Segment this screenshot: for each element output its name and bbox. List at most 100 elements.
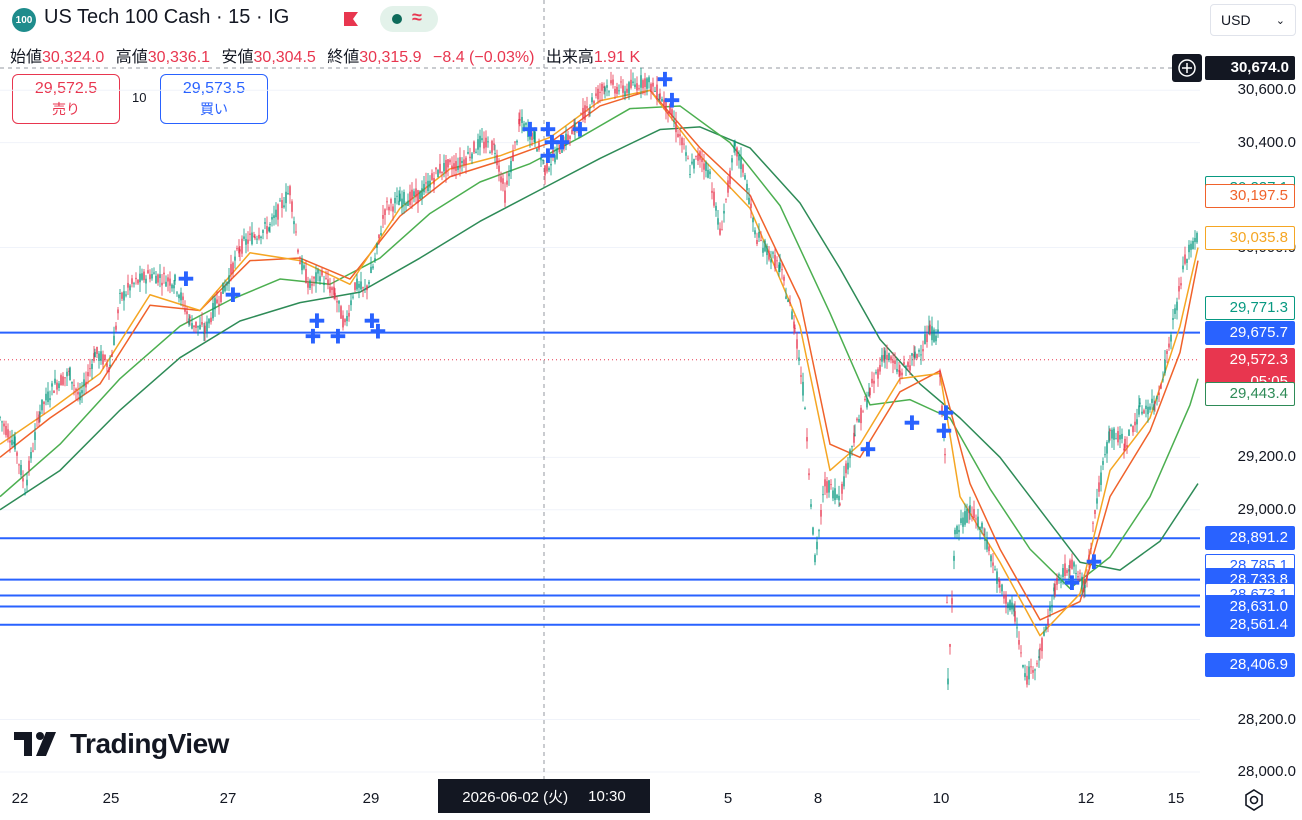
- candle-body: [1081, 576, 1083, 590]
- candle-body: [214, 298, 216, 310]
- candle-body: [675, 121, 677, 133]
- market-status-pill[interactable]: [380, 6, 438, 32]
- candle-body: [754, 230, 756, 235]
- candle-body: [129, 285, 131, 291]
- candle-body: [1064, 563, 1066, 577]
- candle-body: [268, 227, 270, 232]
- candle-body: [685, 152, 687, 156]
- candle-body: [483, 141, 485, 149]
- trade-marker-plus-icon: ✚: [1064, 571, 1081, 595]
- candle-body: [218, 303, 220, 306]
- candle-body: [399, 193, 401, 201]
- candle-body: [34, 432, 36, 440]
- candle-body: [487, 141, 489, 143]
- candle-body: [673, 120, 675, 122]
- tradingview-logo[interactable]: TradingView: [14, 728, 229, 760]
- candle-body: [504, 190, 506, 203]
- buy-button[interactable]: 29,573.5 買い: [160, 74, 268, 124]
- candle-body: [498, 165, 500, 172]
- candle-body: [155, 275, 157, 284]
- low-label: 安値: [221, 49, 254, 66]
- candle-body: [778, 264, 780, 273]
- candle-body: [939, 370, 941, 378]
- candle-body: [307, 282, 309, 288]
- tradingview-logo-icon: [14, 732, 56, 756]
- price-tag: 30,035.8: [1205, 226, 1295, 251]
- candle-body: [667, 111, 669, 115]
- candle-body: [197, 325, 199, 328]
- candle-body: [230, 264, 232, 275]
- candle-body: [273, 215, 275, 219]
- trade-marker-plus-icon: ✚: [938, 401, 955, 425]
- candle-body: [232, 262, 234, 274]
- candle-body: [382, 214, 384, 219]
- candle-body: [883, 354, 885, 361]
- candle-body: [922, 349, 924, 352]
- candle-body: [161, 282, 163, 286]
- candle-body: [201, 322, 203, 325]
- candle-body: [1128, 429, 1130, 436]
- candle-body: [849, 449, 851, 459]
- candle-body: [533, 129, 535, 140]
- candle-body: [508, 173, 510, 177]
- candle-body: [352, 296, 354, 298]
- symbol-title[interactable]: US Tech 100 Cash · 15 · IG: [44, 6, 290, 28]
- trade-marker-plus-icon: ✚: [904, 411, 921, 435]
- candle-body: [573, 125, 575, 128]
- candle-body: [51, 383, 53, 387]
- candle-body: [793, 321, 795, 329]
- volume-label: 出来高: [545, 49, 594, 66]
- candle-body: [856, 418, 858, 421]
- candle-body: [1160, 384, 1162, 389]
- candle-body: [1018, 640, 1020, 645]
- candle-body: [988, 546, 990, 552]
- candle-body: [7, 429, 9, 438]
- candle-body: [374, 258, 376, 262]
- candle-body: [24, 493, 26, 495]
- candle-body: [758, 231, 760, 238]
- candle-body: [593, 101, 595, 104]
- candle-body: [858, 419, 860, 423]
- flag-icon[interactable]: [342, 10, 360, 28]
- candle-body: [327, 279, 329, 285]
- price-tag: 28,891.2: [1205, 526, 1295, 551]
- candle-body: [521, 116, 523, 123]
- crosshair-time: 10:30: [588, 787, 626, 805]
- candle-body: [1174, 308, 1176, 314]
- candle-body: [253, 235, 255, 237]
- candle-body: [245, 239, 247, 245]
- candle-body: [437, 169, 439, 177]
- candle-body: [1069, 560, 1071, 569]
- candle-body: [556, 147, 558, 159]
- candle-body: [671, 109, 673, 117]
- add-alert-plus-icon[interactable]: [1172, 54, 1202, 82]
- candle-body: [1121, 433, 1123, 439]
- candle-body: [378, 234, 380, 239]
- candle-body: [648, 77, 650, 83]
- candle-body: [1138, 405, 1140, 415]
- candle-body: [1154, 401, 1156, 404]
- currency-select[interactable]: USD ⌄: [1210, 4, 1296, 36]
- candle-body: [715, 205, 717, 211]
- candle-body: [358, 283, 360, 288]
- candle-body: [457, 166, 459, 170]
- candle-body: [336, 301, 338, 303]
- candle-body: [106, 363, 108, 367]
- trade-marker-plus-icon: ✚: [936, 419, 953, 443]
- candle-body: [496, 154, 498, 166]
- candle-body: [1170, 334, 1172, 342]
- candle-body: [1156, 396, 1158, 400]
- price-tag: 28,406.9: [1205, 653, 1295, 678]
- candle-body: [338, 300, 340, 304]
- candle-body: [54, 378, 56, 384]
- volume-value: 1.91 K: [593, 49, 641, 66]
- candle-body: [603, 86, 605, 88]
- candle-body: [986, 539, 988, 550]
- candle-body: [677, 133, 679, 138]
- settings-icon[interactable]: [1242, 788, 1266, 812]
- candle-body: [574, 122, 576, 132]
- candle-body: [578, 129, 580, 131]
- sell-button[interactable]: 29,572.5 売り: [12, 74, 120, 124]
- candle-body: [636, 83, 638, 91]
